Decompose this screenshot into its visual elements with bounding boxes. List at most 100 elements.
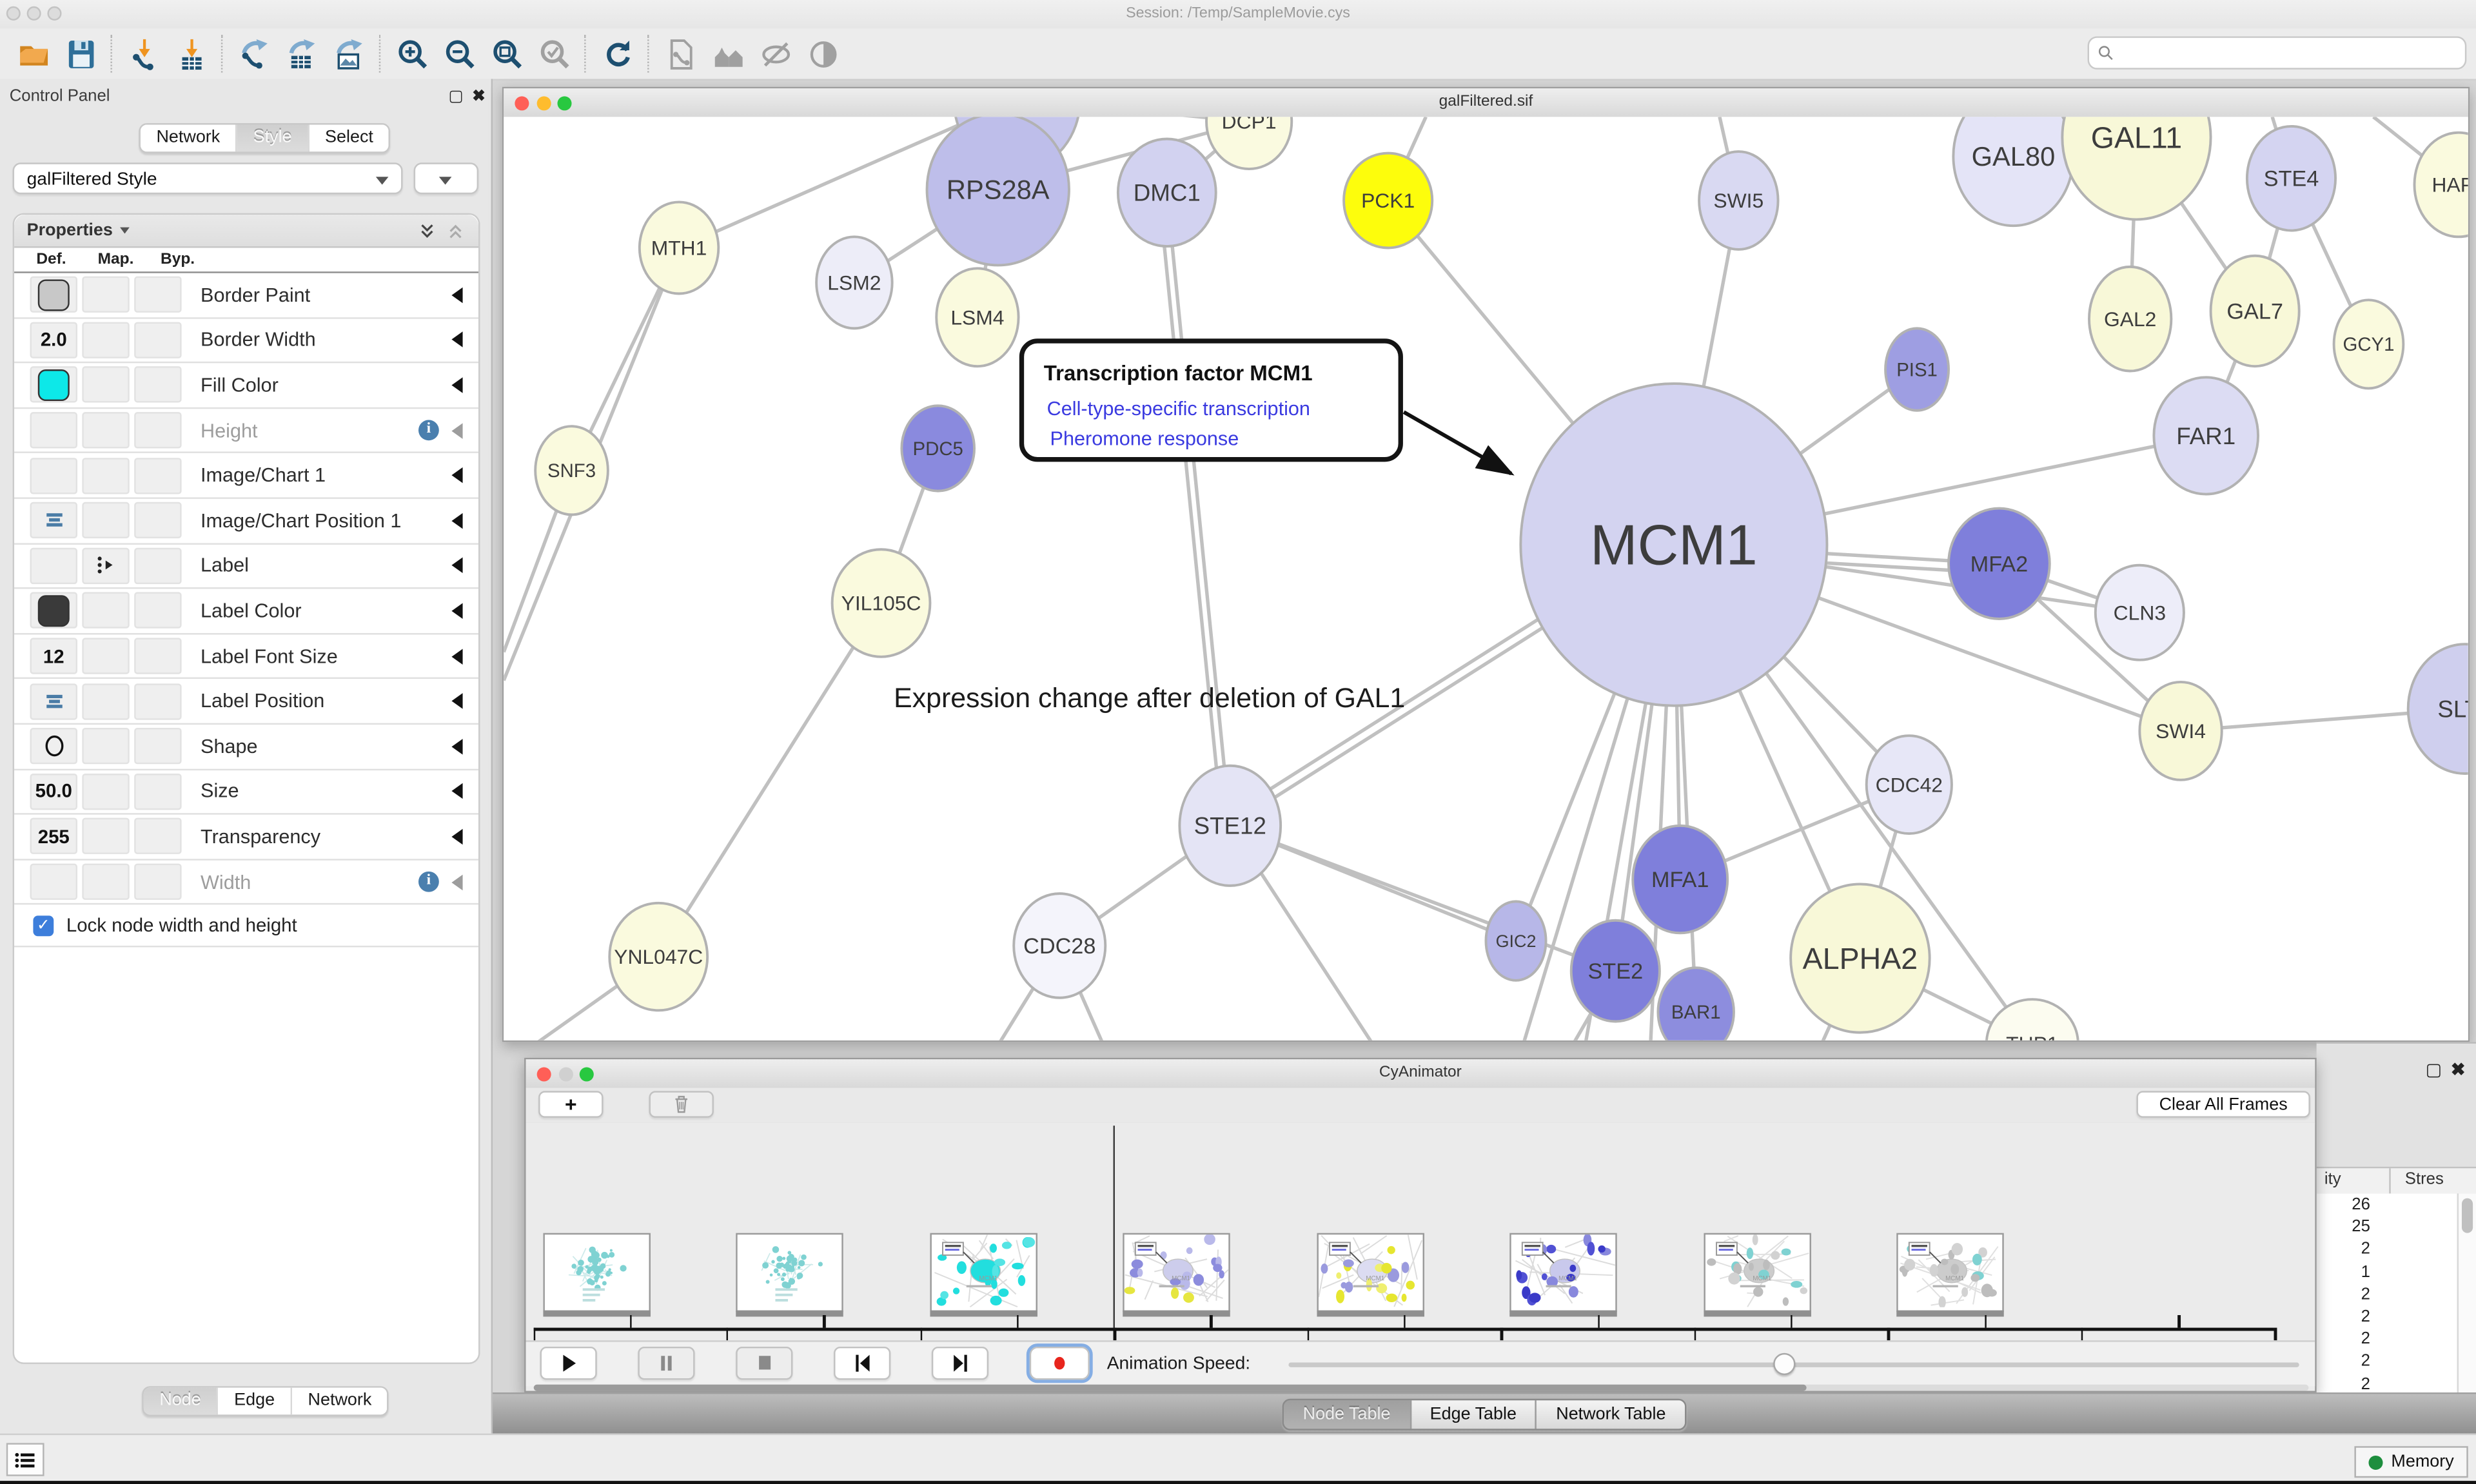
byp-cell[interactable]: [134, 728, 182, 765]
map-cell[interactable]: [82, 547, 130, 584]
byp-cell[interactable]: [134, 457, 182, 494]
annotation-callout[interactable]: Transcription factor MCM1 Cell-type-speci…: [1019, 338, 1515, 476]
edge[interactable]: [1157, 193, 1224, 827]
side-table-cell[interactable]: 2: [2361, 1329, 2370, 1349]
map-cell[interactable]: [82, 638, 130, 674]
zoom-selected-button[interactable]: [531, 33, 578, 74]
node-CDC28[interactable]: CDC28: [1012, 892, 1107, 999]
map-cell[interactable]: [82, 773, 130, 810]
open-folder-button[interactable]: [10, 33, 57, 74]
node-GAL2[interactable]: GAL2: [2088, 265, 2173, 373]
tab-edge[interactable]: Edge: [218, 1387, 293, 1415]
zoom-in-button[interactable]: [388, 33, 435, 74]
def-cell[interactable]: [30, 592, 78, 629]
expand-left-icon[interactable]: [451, 287, 463, 303]
slider-thumb[interactable]: [1773, 1352, 1795, 1376]
zoom-fit-button[interactable]: [483, 33, 530, 74]
map-cell[interactable]: [82, 412, 130, 449]
node-YIL105C[interactable]: YIL105C: [830, 548, 932, 658]
expand-left-icon[interactable]: [451, 377, 463, 393]
export-table-button[interactable]: [278, 33, 325, 74]
search-field[interactable]: [2087, 36, 2467, 70]
node-MFA2[interactable]: MFA2: [1947, 507, 2051, 620]
info-icon[interactable]: i: [418, 871, 439, 892]
side-table-cell[interactable]: 2: [2361, 1240, 2370, 1259]
export-image-button[interactable]: [325, 33, 372, 74]
close-icon[interactable]: [515, 95, 529, 110]
property-row-size[interactable]: 50.0 Size: [14, 770, 479, 815]
info-icon[interactable]: i: [418, 420, 439, 441]
byp-cell[interactable]: [134, 412, 182, 449]
float-panel-icon[interactable]: ▢: [448, 88, 464, 106]
add-frame-button[interactable]: +: [538, 1091, 604, 1118]
byp-cell[interactable]: [134, 322, 182, 358]
node-GAL7[interactable]: GAL7: [2209, 254, 2301, 368]
lock-checkbox[interactable]: ✓: [33, 915, 54, 936]
byp-cell[interactable]: [134, 863, 182, 900]
side-table-cell[interactable]: 2: [2361, 1307, 2370, 1326]
style-options-button[interactable]: [413, 162, 479, 195]
node-RPS28A[interactable]: RPS28A: [925, 117, 1070, 267]
maximize-icon[interactable]: [557, 95, 572, 110]
property-row-border-paint[interactable]: Border Paint: [14, 273, 479, 318]
property-row-label-font-size[interactable]: 12 Label Font Size: [14, 634, 479, 679]
expand-left-icon[interactable]: [451, 422, 463, 438]
node-MTH1[interactable]: MTH1: [638, 200, 720, 295]
side-table-cell[interactable]: 2: [2361, 1374, 2370, 1394]
delete-frame-button[interactable]: [649, 1091, 714, 1118]
node-MFA1[interactable]: MFA1: [1631, 824, 1729, 935]
previous-frame-button[interactable]: [834, 1346, 891, 1380]
property-row-width[interactable]: Width i: [14, 860, 479, 906]
next-frame-button[interactable]: [931, 1346, 989, 1380]
edge[interactable]: [1165, 192, 1232, 826]
close-panel-icon[interactable]: ✖: [472, 88, 486, 106]
frame-thumbnail-3[interactable]: MCM1: [1123, 1233, 1231, 1317]
node-YNL047C[interactable]: YNL047C: [608, 901, 709, 1012]
expand-left-icon[interactable]: [451, 332, 463, 348]
properties-header[interactable]: Properties: [14, 215, 479, 248]
network-window-titlebar[interactable]: galFiltered.sif: [504, 88, 2468, 119]
edge[interactable]: [656, 602, 883, 958]
map-cell[interactable]: [82, 322, 130, 358]
byp-cell[interactable]: [134, 683, 182, 719]
node-CLN3[interactable]: CLN3: [2094, 563, 2185, 661]
node-STE2[interactable]: STE2: [1569, 919, 1661, 1023]
node-SWI5[interactable]: SWI5: [1698, 150, 1780, 251]
node-PIS1[interactable]: PIS1: [1884, 327, 1950, 412]
task-history-button[interactable]: [6, 1443, 44, 1476]
frame-thumbnail-6[interactable]: MCM1: [1703, 1233, 1811, 1317]
frame-thumbnail-2[interactable]: MCM1: [929, 1233, 1037, 1317]
cyanimator-timeline[interactable]: MCM1MCM1MCM1MCM1MCM1MCM10123456789Second…: [526, 1122, 2315, 1385]
def-cell[interactable]: [30, 502, 78, 539]
property-row-shape[interactable]: Shape: [14, 725, 479, 770]
network-canvas[interactable]: RPS28BDCP1RPS28ADMC1PCK1SWI5GAL80GAL11ST…: [504, 117, 2468, 1040]
expand-left-icon[interactable]: [451, 874, 463, 890]
property-row-label-color[interactable]: Label Color: [14, 589, 479, 634]
search-input[interactable]: [2114, 43, 2457, 63]
node-DCP1[interactable]: DCP1: [1205, 117, 1293, 170]
side-table-cell[interactable]: 26: [2352, 1195, 2370, 1215]
node-LSM2[interactable]: LSM2: [815, 235, 894, 330]
byp-cell[interactable]: [134, 547, 182, 584]
byp-cell[interactable]: [134, 592, 182, 629]
tab-edge-table[interactable]: Edge Table: [1411, 1400, 1537, 1429]
def-cell[interactable]: [30, 367, 78, 404]
property-row-label[interactable]: Label: [14, 544, 479, 589]
def-cell[interactable]: [30, 457, 78, 494]
byp-cell[interactable]: [134, 773, 182, 810]
property-row-image-chart-1[interactable]: Image/Chart 1: [14, 454, 479, 499]
node-SWI4[interactable]: SWI4: [2138, 681, 2223, 781]
collapse-all-icon[interactable]: [446, 220, 466, 241]
cyanimator-titlebar[interactable]: CyAnimator: [526, 1059, 2315, 1089]
record-button[interactable]: [1026, 1343, 1093, 1383]
minimize-window-button[interactable]: [26, 6, 41, 21]
import-network-button[interactable]: [120, 33, 167, 74]
expand-left-icon[interactable]: [451, 467, 463, 483]
byp-cell[interactable]: [134, 367, 182, 404]
property-row-label-position[interactable]: Label Position: [14, 679, 479, 725]
node-GAL80[interactable]: GAL80: [1952, 117, 2075, 228]
byp-cell[interactable]: [134, 638, 182, 674]
frame-thumbnail-0[interactable]: [542, 1233, 650, 1317]
node-STE4[interactable]: STE4: [2245, 124, 2337, 232]
play-button[interactable]: [540, 1346, 597, 1380]
